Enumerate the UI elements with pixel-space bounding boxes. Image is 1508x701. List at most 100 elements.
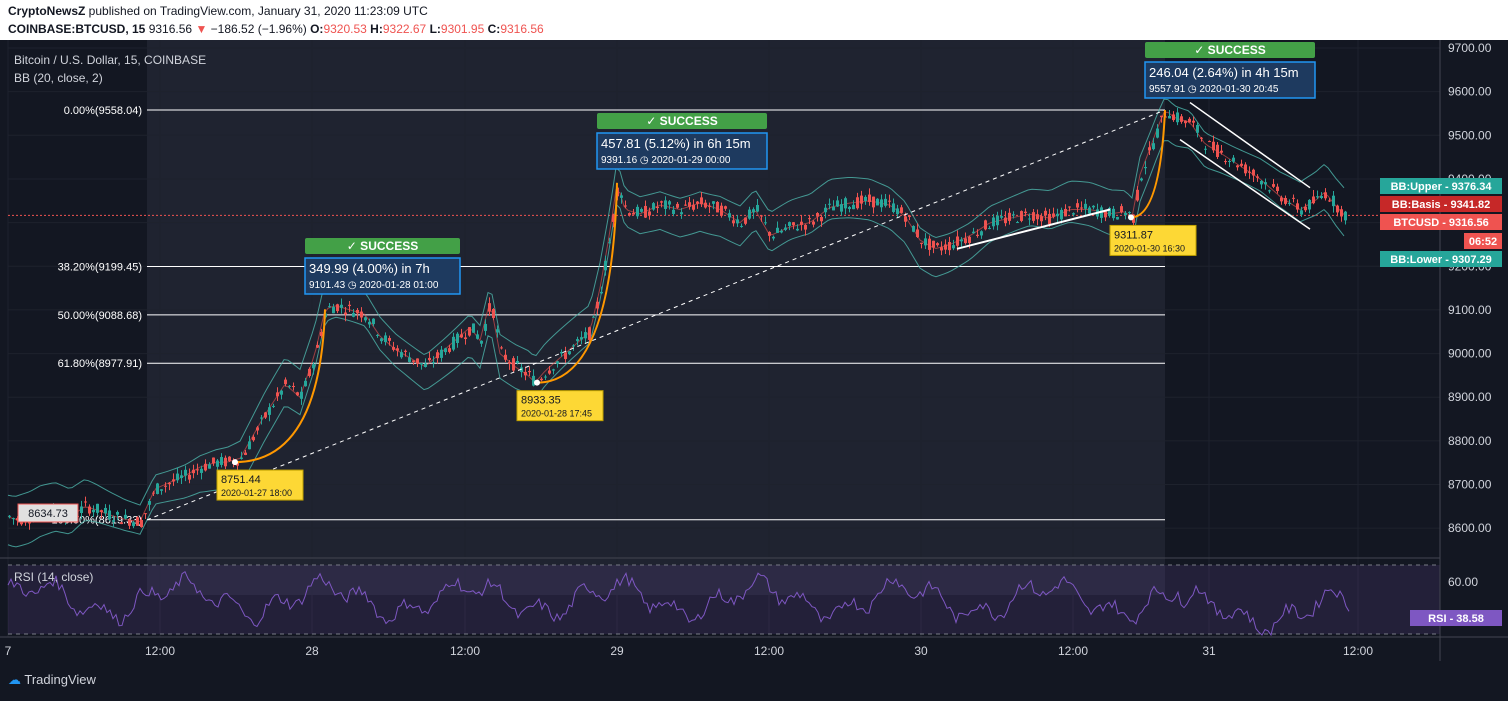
candle-body [1140, 178, 1143, 181]
candle-body [172, 479, 175, 482]
candle-body [744, 217, 747, 224]
candle-body [864, 196, 867, 201]
candle-body [740, 225, 743, 227]
channel-line-bottom [1179, 139, 1311, 230]
candle-body [900, 207, 903, 213]
candle-body [1024, 211, 1027, 214]
start-price-label: 8634.73 [28, 508, 68, 520]
fib-label: 38.20%(9199.45) [58, 262, 142, 274]
candle-body [1000, 216, 1003, 218]
candle-body [1248, 171, 1251, 173]
candle-body [1028, 218, 1031, 220]
price-chart[interactable]: 0.00%(9558.04) 38.20%(9199.45) 50.00%(9088… [0, 40, 1508, 661]
time-tick-label: 30 [914, 644, 928, 658]
bb-upper-line [7, 98, 1345, 506]
ohlc-line: COINBASE:BTCUSD, 15 9316.56 ▼ −186.52 (−… [8, 22, 544, 36]
candle-body [1272, 184, 1275, 187]
candle-body [408, 357, 411, 362]
candle-body [1200, 137, 1203, 139]
candle-body [284, 379, 287, 385]
candle-body [1172, 114, 1175, 121]
candle-body [160, 489, 163, 491]
candle-body [1260, 180, 1263, 185]
candle-body [556, 361, 559, 364]
candle-body [440, 349, 443, 358]
candle-body [336, 304, 339, 312]
candle-body [836, 200, 839, 207]
publisher-name[interactable]: CryptoNewsZ [8, 4, 86, 18]
candle-body [868, 194, 871, 202]
candle-body [1128, 212, 1131, 214]
move-curve-1 [234, 309, 326, 464]
candle-body [860, 195, 863, 204]
time-tick-label: 12:00 [1058, 644, 1088, 658]
candle-body [976, 234, 979, 236]
candle-body [476, 334, 479, 339]
candle-body [1276, 186, 1279, 192]
success-badge-text: ✓ SUCCESS [646, 114, 717, 128]
time-tick-label: 31 [1202, 644, 1216, 658]
candle-body [1252, 169, 1255, 176]
candle-body [312, 364, 315, 369]
candle-body [824, 207, 827, 213]
candle-body [444, 348, 447, 353]
candle-body [168, 482, 171, 485]
symbol-label[interactable]: COINBASE:BTCUSD, 15 [8, 22, 146, 36]
candle-body [544, 376, 547, 378]
candle-body [1340, 209, 1343, 217]
price-axis[interactable]: 9700.009600.009500.009400.009300.009200.… [1380, 40, 1502, 661]
candle-body [992, 217, 995, 227]
price-tick-label: 8700.00 [1448, 478, 1492, 492]
candle-body [1064, 208, 1067, 217]
tradingview-cloud-icon: ☁ [8, 672, 21, 687]
candle-body [1232, 157, 1235, 162]
pivot-dot [1128, 214, 1134, 221]
candle-body [724, 206, 727, 209]
trend-line-up [956, 208, 1111, 250]
candle-body [380, 338, 383, 342]
candle-body [516, 360, 519, 364]
candle-body [532, 375, 535, 386]
candle-body [576, 339, 579, 342]
candle-body [1236, 165, 1239, 168]
candle-body [1168, 115, 1171, 119]
candle-body [1324, 192, 1327, 199]
candle-body [628, 213, 631, 216]
candle-body [832, 206, 835, 211]
candle-body [308, 368, 311, 376]
candle-body [292, 385, 295, 388]
axis-price-label: BB:Basis - 9341.82 [1392, 199, 1490, 211]
candle-body [8, 515, 11, 517]
candle-body [288, 385, 291, 387]
candle-body [936, 243, 939, 246]
candle-body [360, 311, 363, 318]
candle-body [808, 218, 811, 220]
axis-price-label: 06:52 [1469, 236, 1497, 248]
candle-body [1220, 150, 1223, 153]
price-change: −186.52 (−1.96%) [210, 22, 307, 36]
candle-body [1124, 212, 1127, 216]
candle-body [644, 205, 647, 218]
candle-body [1268, 190, 1271, 192]
time-axis[interactable]: 7 12:00 28 12:00 29 12:00 30 12:00 31 12:00 [0, 636, 1508, 658]
axis-price-label-box [1380, 214, 1502, 230]
candle-body [1076, 203, 1079, 208]
candle-body [212, 457, 215, 464]
candle-body [104, 507, 107, 514]
candle-body [708, 205, 711, 207]
low-value: 9301.95 [440, 22, 485, 36]
candle-body [904, 216, 907, 222]
candle-body [328, 306, 331, 308]
move-info-box [304, 257, 461, 295]
candle-body [948, 241, 951, 251]
candle-body [1240, 163, 1243, 166]
candle-body [140, 520, 143, 528]
candle-body [600, 291, 603, 294]
price-tick-label: 9000.00 [1448, 347, 1492, 361]
candle-body [240, 457, 243, 459]
candle-body [800, 221, 803, 225]
candle-body [376, 334, 379, 336]
tradingview-logo[interactable]: ☁ TradingView [8, 672, 96, 688]
candle-body [1208, 141, 1211, 143]
pivot-date: 2020-01-30 16:30 [1114, 243, 1185, 253]
